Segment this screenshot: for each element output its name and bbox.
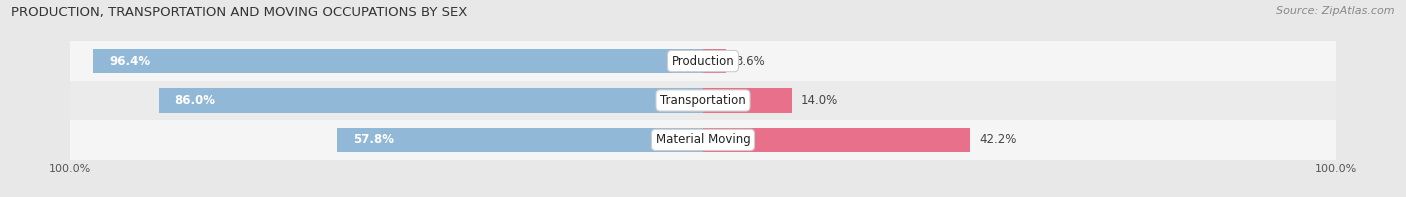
Text: Production: Production (672, 55, 734, 68)
Text: Material Moving: Material Moving (655, 133, 751, 146)
Text: Source: ZipAtlas.com: Source: ZipAtlas.com (1277, 6, 1395, 16)
Bar (703, 88, 792, 113)
Bar (703, 128, 970, 152)
Bar (93, 49, 703, 73)
Bar (70, 120, 1336, 160)
Bar (703, 49, 725, 73)
Bar (337, 128, 703, 152)
Text: 14.0%: 14.0% (801, 94, 838, 107)
Text: Transportation: Transportation (661, 94, 745, 107)
Text: 3.6%: 3.6% (735, 55, 765, 68)
Text: PRODUCTION, TRANSPORTATION AND MOVING OCCUPATIONS BY SEX: PRODUCTION, TRANSPORTATION AND MOVING OC… (11, 6, 468, 19)
Text: 96.4%: 96.4% (108, 55, 150, 68)
Bar (70, 81, 1336, 120)
Text: 57.8%: 57.8% (353, 133, 394, 146)
Text: 86.0%: 86.0% (174, 94, 215, 107)
Bar (70, 41, 1336, 81)
Bar (159, 88, 703, 113)
Text: 42.2%: 42.2% (980, 133, 1017, 146)
